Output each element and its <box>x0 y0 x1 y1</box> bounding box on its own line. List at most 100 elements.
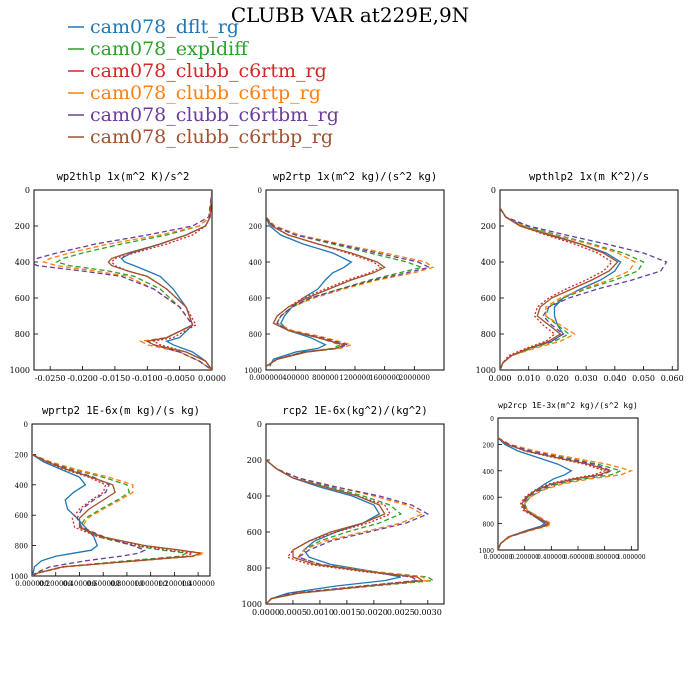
xtick-label: 0.000000 <box>484 554 513 561</box>
xtick-label: 0.000 <box>489 374 512 383</box>
ytick-label: 600 <box>481 294 496 303</box>
ytick-label: 1000 <box>479 548 494 555</box>
xtick-label: 800000 <box>312 374 339 382</box>
ytick-label: 200 <box>15 451 28 459</box>
xtick-label: 0.800000 <box>590 554 619 561</box>
xtick-label: -0.0100 <box>132 374 163 383</box>
ytick-label: 400 <box>249 259 262 267</box>
series-line-cam078_expldiff <box>55 190 212 370</box>
xtick-label: 1.000000 <box>134 580 167 588</box>
xtick-label: 400000 <box>282 374 309 382</box>
ytick-label: 400 <box>481 258 496 267</box>
series-line-cam078_clubb_c6rtbp_rg <box>107 190 212 370</box>
legend-entry-1: cam078_expldiff <box>90 38 249 60</box>
xtick-label: 0.600000 <box>86 580 119 588</box>
series-line-cam078_clubb_c6rtp_rg <box>266 216 435 367</box>
panel-frame-3 <box>31 423 211 577</box>
panel-frame-4 <box>265 423 445 605</box>
series-line-cam078_clubb_c6rtm_rg <box>500 207 614 370</box>
series-line-cam078_clubb_c6rtbp_rg <box>500 207 619 370</box>
panel-title-4: rcp2 1E-6x(kg^2)/(kg^2) <box>282 405 427 417</box>
series-line-cam078_clubb_c6rtbp_rg <box>266 459 425 604</box>
xtick-label: 0.0000 <box>198 374 226 383</box>
series-line-cam078_clubb_c6rtbp_rg <box>498 437 613 550</box>
ytick-label: 600 <box>483 495 495 502</box>
panel-frame-0 <box>33 189 213 371</box>
ytick-label: 0 <box>491 186 496 195</box>
xtick-label: 0.010 <box>517 374 540 383</box>
series-line-cam078_clubb_c6rtbm_rg <box>34 190 212 370</box>
series-line-cam078_dflt_rg <box>32 453 99 576</box>
panel-frame-1 <box>265 189 445 371</box>
xtick-label: 0.0025 <box>387 608 415 617</box>
panel-1: wp2rtp 1x(m^2 kg)/(s^2 kg) 0 200 400 600 800 1… <box>244 171 445 382</box>
xtick-label: 0.030 <box>575 374 598 383</box>
xtick-label: -0.0250 <box>35 374 66 383</box>
xtick-label: 0.400000 <box>537 554 566 561</box>
series-line-cam078_clubb_c6rtp_rg <box>32 453 205 576</box>
panels: wp2thlp 1x(m^2 K)/s^2 0 200 400 600 800 1000 -0… <box>10 171 684 617</box>
ytick-label: 600 <box>15 294 30 303</box>
xtick-label: -0.0200 <box>67 374 98 383</box>
ytick-label: 600 <box>247 528 262 537</box>
series-line-cam078_expldiff <box>266 459 436 604</box>
xtick-label: 0.020 <box>546 374 569 383</box>
xtick-label: 0.060 <box>661 374 684 383</box>
xtick-label: 0.600000 <box>564 554 593 561</box>
series-line-cam078_clubb_c6rtp_rg <box>500 207 636 370</box>
ytick-label: 0 <box>25 186 30 195</box>
panel-title-3: wprtp2 1E-6x(m kg)/(s kg) <box>42 405 200 417</box>
ytick-label: 0 <box>257 420 262 429</box>
legend-entry-2: cam078_clubb_c6rtm_rg <box>90 60 327 82</box>
ytick-label: 800 <box>15 330 30 339</box>
ytick-label: 200 <box>15 222 30 231</box>
panel-title-1: wp2rtp 1x(m^2 kg)/(s^2 kg) <box>273 171 437 183</box>
panel-title-2: wpthlp2 1x(m K^2)/s <box>529 171 649 183</box>
ytick-label: 800 <box>483 522 495 529</box>
panel-5: wp2rcp 1E-3x(m^2 kg)/(s^2 kg) 0 200 400 600 8… <box>479 401 646 561</box>
ytick-label: 1000 <box>476 366 496 375</box>
xtick-label: 0.400000 <box>63 580 96 588</box>
series-line-cam078_clubb_c6rtm_rg <box>110 190 212 370</box>
panel-0: wp2thlp 1x(m^2 K)/s^2 0 200 400 600 800 1000 -0… <box>10 171 226 383</box>
panel-frame-5 <box>497 417 639 551</box>
xtick-label: 0.040 <box>603 374 626 383</box>
ytick-label: 1000 <box>10 573 28 581</box>
ytick-label: 600 <box>15 512 28 520</box>
series-line-cam078_dflt_rg <box>266 459 401 604</box>
series-line-cam078_clubb_c6rtp_rg <box>41 190 212 370</box>
ytick-label: 0 <box>490 416 494 423</box>
xtick-label: 0.0000 <box>252 608 280 617</box>
xtick-label: 0.800000 <box>110 580 143 588</box>
legend-entry-5: cam078_clubb_c6rtbp_rg <box>90 126 333 148</box>
xtick-label: 0.0020 <box>360 608 388 617</box>
xtick-label: 1600000 <box>369 374 400 382</box>
xtick-label: 0.000000 <box>15 580 48 588</box>
panel-3: wprtp2 1E-6x(m kg)/(s kg) 0 200 400 600 800 10… <box>10 405 215 588</box>
ytick-label: 400 <box>483 469 495 476</box>
series-line-cam078_clubb_c6rtbm_rg <box>32 453 147 576</box>
figure-title: CLUBB VAR at229E,9N <box>231 3 469 27</box>
panel-2: wpthlp2 1x(m K^2)/s 0 200 400 600 800 10000.00… <box>476 171 684 383</box>
ytick-label: 200 <box>249 223 262 231</box>
ytick-label: 200 <box>483 442 495 449</box>
panel-title-0: wp2thlp 1x(m^2 K)/s^2 <box>57 171 190 183</box>
panel-title-5: wp2rcp 1E-3x(m^2 kg)/(s^2 kg) <box>498 401 638 410</box>
xtick-label: 2000000 <box>399 374 430 382</box>
xtick-label: 0.0010 <box>306 608 334 617</box>
ytick-label: 800 <box>247 564 262 573</box>
ytick-label: 800 <box>15 543 28 551</box>
ytick-label: 1000 <box>242 600 262 609</box>
legend: cam078_dflt_rgcam078_expldiffcam078_club… <box>68 16 339 148</box>
ytick-label: 600 <box>249 295 262 303</box>
ytick-label: 800 <box>249 331 262 339</box>
xtick-label: 0.050 <box>632 374 655 383</box>
series-line-cam078_expldiff <box>498 437 623 550</box>
series-line-cam078_dflt_rg <box>266 216 353 367</box>
ytick-label: 400 <box>247 492 262 501</box>
series-line-cam078_clubb_c6rtm_rg <box>32 453 195 576</box>
xtick-label: 0.0030 <box>414 608 442 617</box>
ytick-label: 200 <box>247 456 262 465</box>
xtick-label: 1200000 <box>339 374 370 382</box>
